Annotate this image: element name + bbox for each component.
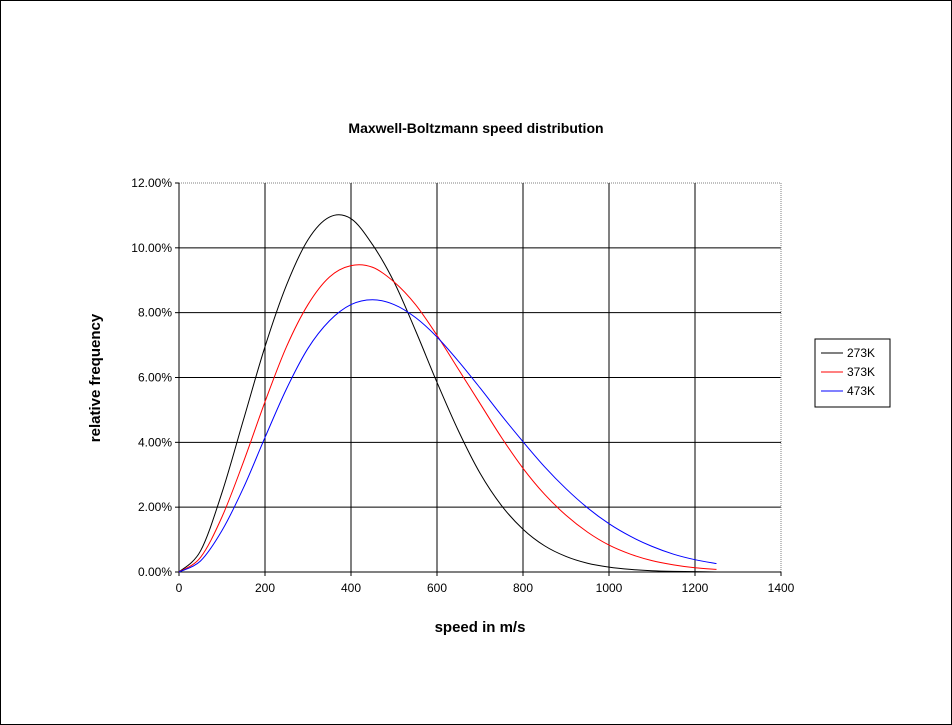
y-tick-label: 0.00% bbox=[138, 565, 172, 579]
y-tick-label: 4.00% bbox=[138, 435, 172, 449]
axes bbox=[175, 182, 782, 576]
x-tick-label: 1200 bbox=[682, 581, 709, 595]
y-tick-label: 6.00% bbox=[138, 371, 172, 385]
series-line-373K bbox=[178, 264, 717, 573]
x-axis-title: speed in m/s bbox=[435, 619, 526, 636]
legend: 273K 373K 473K bbox=[814, 338, 891, 408]
x-tick-label: 800 bbox=[513, 581, 533, 595]
x-tick-label: 200 bbox=[255, 581, 275, 595]
series-line-273K bbox=[178, 214, 717, 573]
x-tick-label: 400 bbox=[341, 581, 361, 595]
x-tick-label: 1400 bbox=[768, 581, 795, 595]
legend-label-373K: 373K bbox=[847, 365, 875, 379]
series-lines bbox=[178, 214, 717, 573]
y-tick-label: 12.00% bbox=[131, 176, 172, 190]
y-tick-label: 8.00% bbox=[138, 306, 172, 320]
y-tick-label: 2.00% bbox=[138, 500, 172, 514]
y-tick-label: 10.00% bbox=[131, 241, 172, 255]
x-tick-label: 0 bbox=[176, 581, 183, 595]
grid bbox=[179, 182, 782, 572]
series-line-473K bbox=[178, 299, 717, 573]
chart-title: Maxwell-Boltzmann speed distribution bbox=[348, 120, 604, 136]
legend-box bbox=[814, 338, 891, 408]
legend-label-473K: 473K bbox=[847, 384, 875, 398]
legend-label-273K: 273K bbox=[847, 346, 875, 360]
tick-labels: 0.00% 2.00% 4.00% 6.00% 8.00% 10.00% 12.00% 0 20… bbox=[131, 176, 794, 595]
y-axis-title: relative frequency bbox=[87, 313, 104, 442]
x-tick-label: 600 bbox=[427, 581, 447, 595]
x-tick-label: 1000 bbox=[596, 581, 623, 595]
